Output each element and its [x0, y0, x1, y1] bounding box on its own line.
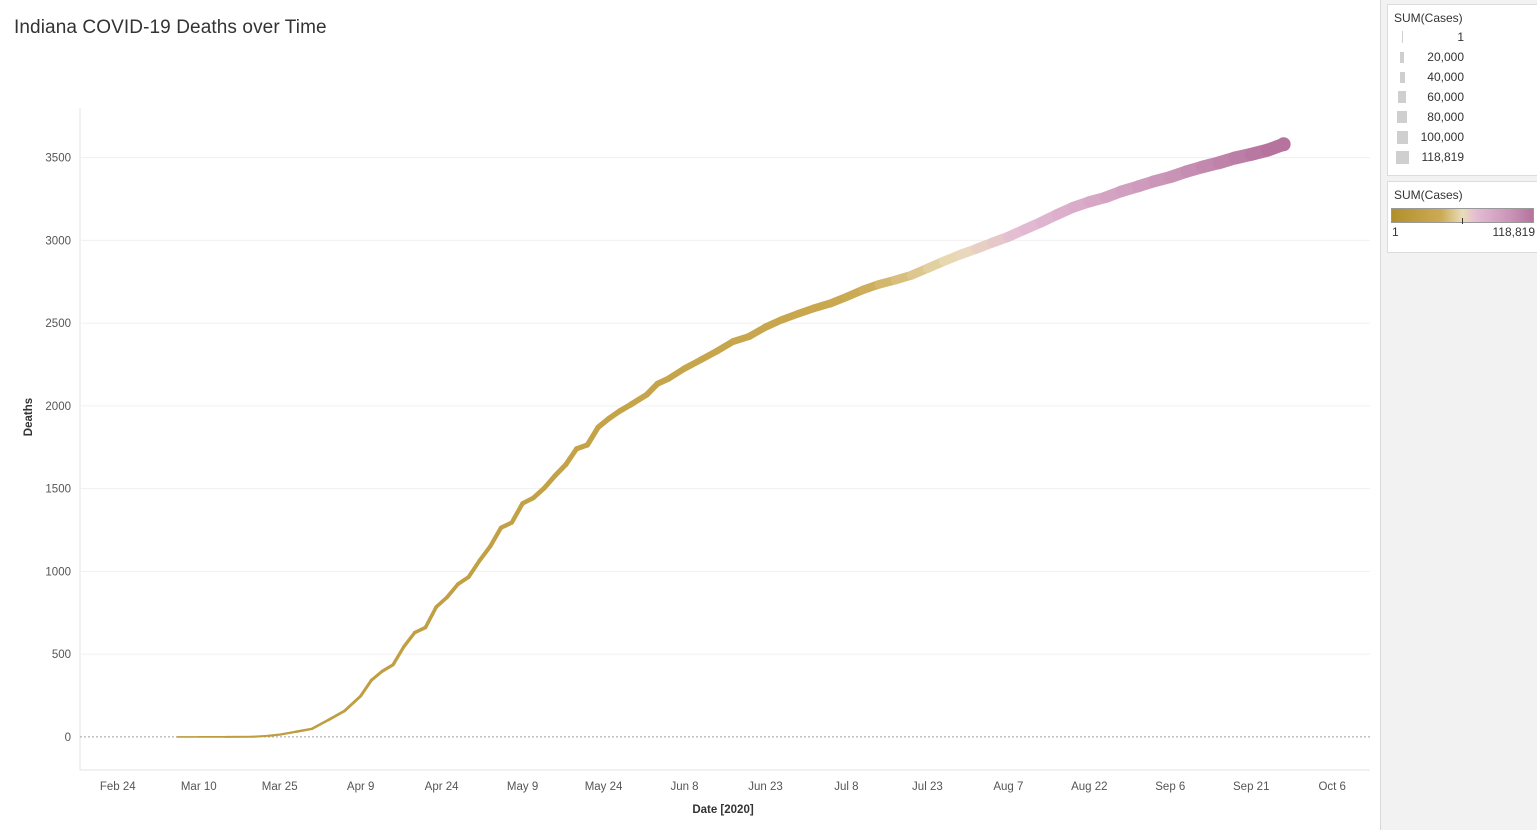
line-segment [326, 709, 346, 722]
x-tick-label: Mar 25 [262, 781, 298, 793]
x-tick-label: Oct 6 [1318, 781, 1345, 793]
size-swatch [1400, 51, 1404, 63]
line-segment [627, 391, 650, 408]
color-legend-min: 1 [1392, 225, 1399, 239]
size-legend-item[interactable]: 20,000 [1388, 47, 1537, 67]
y-axis-title: Deaths [23, 398, 35, 436]
x-tick-label: Mar 10 [181, 781, 217, 793]
y-tick-label: 500 [52, 649, 71, 661]
line-segment [391, 645, 406, 667]
size-swatch [1399, 71, 1405, 83]
x-tick-label: Jun 23 [748, 781, 783, 793]
line-segment [359, 678, 373, 698]
line-segment [665, 365, 688, 382]
line-segment [251, 734, 270, 738]
x-tick-label: Aug 7 [993, 781, 1023, 793]
size-swatch [1401, 31, 1403, 43]
size-legend[interactable]: SUM(Cases) 1 20,000 40,000 60,000 80,000 100,… [1387, 4, 1537, 176]
y-tick-label: 2500 [45, 318, 71, 330]
series-line [176, 137, 1291, 738]
size-legend-items: 1 20,000 40,000 60,000 80,000 100,000 118,819 [1388, 27, 1537, 167]
size-legend-item[interactable]: 80,000 [1388, 107, 1537, 127]
y-tick-label: 3000 [45, 235, 71, 247]
line-segment [402, 630, 417, 649]
line-segment [563, 446, 580, 468]
y-tick-label: 2000 [45, 401, 71, 413]
chart-title: Indiana COVID-19 Deaths over Time [14, 17, 327, 38]
x-tick-label: Feb 24 [100, 781, 136, 793]
color-legend-title: SUM(Cases) [1394, 188, 1463, 202]
size-legend-label: 40,000 [1427, 70, 1464, 84]
x-tick-label: Jul 8 [834, 781, 858, 793]
x-tick-label: Sep 6 [1155, 781, 1185, 793]
line-segment [584, 424, 601, 448]
y-tick-label: 3500 [45, 153, 71, 165]
series-end-point [1276, 137, 1291, 152]
size-legend-item[interactable]: 118,819 [1388, 147, 1537, 167]
line-segment [369, 669, 384, 682]
line-segment [434, 595, 449, 609]
y-tick-label: 0 [65, 732, 71, 744]
size-legend-item[interactable]: 40,000 [1388, 67, 1537, 87]
line-segment [541, 473, 558, 491]
x-tick-label: Jun 8 [670, 781, 698, 793]
x-axis-title: Date [2020] [692, 804, 754, 816]
color-legend[interactable]: SUM(Cases) 1 118,819 [1387, 181, 1537, 253]
line-segment [294, 727, 314, 733]
size-legend-label: 60,000 [1427, 90, 1464, 104]
line-segment [412, 625, 428, 635]
line-segment [477, 544, 493, 563]
x-tick-label: Jul 23 [912, 781, 943, 793]
line-segment [455, 575, 471, 587]
line-segment [552, 462, 569, 479]
y-tick-label: 1500 [45, 484, 71, 496]
size-legend-label: 80,000 [1427, 110, 1464, 124]
line-segment [445, 582, 460, 600]
x-tick-label: Apr 9 [347, 781, 375, 793]
line-segment [278, 730, 298, 736]
size-legend-label: 100,000 [1420, 130, 1464, 144]
line-segment [267, 733, 281, 737]
line-segment [310, 718, 330, 731]
color-gradient-bar [1391, 208, 1534, 224]
size-legend-item[interactable]: 60,000 [1388, 87, 1537, 107]
chart-area: Indiana COVID-19 Deaths over Time 0 500 10… [0, 0, 1381, 830]
line-segment [509, 501, 525, 525]
size-legend-item[interactable]: 1 [1388, 27, 1537, 47]
line-segment [531, 485, 547, 501]
x-tick-label: May 24 [585, 781, 623, 793]
color-legend-max: 118,819 [1492, 225, 1536, 239]
x-tick-label: Sep 21 [1233, 781, 1269, 793]
size-legend-label: 118,819 [1421, 150, 1465, 164]
line-segment [423, 605, 439, 630]
line-segment [466, 558, 482, 580]
x-tick-label: Aug 22 [1071, 781, 1107, 793]
line-segment [380, 663, 395, 673]
line-segment [488, 525, 504, 549]
size-legend-label: 20,000 [1427, 50, 1464, 64]
size-legend-item[interactable]: 100,000 [1388, 127, 1537, 147]
size-swatch [1397, 111, 1407, 123]
size-legend-title: SUM(Cases) [1394, 11, 1463, 25]
y-tick-label: 1000 [45, 566, 71, 578]
x-tick-label: May 9 [507, 781, 538, 793]
size-swatch [1396, 130, 1408, 144]
size-swatch [1398, 91, 1406, 103]
size-swatch [1395, 150, 1409, 164]
legend-panel: SUM(Cases) 1 20,000 40,000 60,000 80,000 100,… [1381, 0, 1537, 830]
gradient-midpoint-marker [1462, 218, 1463, 224]
line-chart[interactable]: 0 500 1000 1500 2000 2500 3000 3500 Feb 24 Mar 10… [0, 0, 1380, 830]
x-tick-label: Apr 24 [425, 781, 459, 793]
line-segment [343, 694, 363, 713]
size-legend-label: 1 [1457, 30, 1464, 44]
